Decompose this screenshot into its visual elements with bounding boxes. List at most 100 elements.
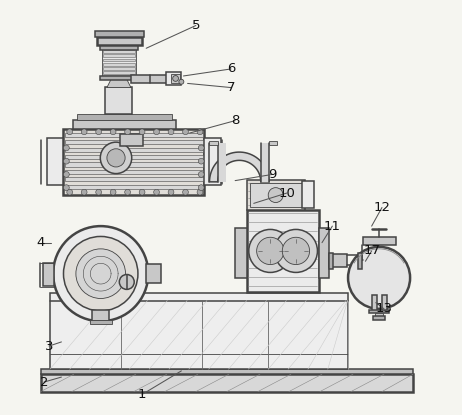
Bar [328,254,347,268]
Circle shape [107,149,125,167]
Bar [100,44,138,49]
Bar [373,316,385,320]
Bar [382,295,387,312]
Circle shape [198,145,204,151]
Circle shape [53,226,148,321]
Bar [369,310,389,313]
Polygon shape [107,79,131,88]
Bar [131,75,168,83]
Bar [319,228,329,278]
Text: 8: 8 [231,114,239,127]
Bar [103,63,135,66]
Circle shape [76,249,126,298]
Circle shape [96,189,102,195]
Bar [77,114,172,120]
Bar [235,228,247,278]
Bar [363,237,395,245]
Circle shape [154,189,159,195]
Circle shape [125,189,130,195]
Bar [247,210,319,292]
Circle shape [182,189,188,195]
Bar [65,162,203,166]
Text: 12: 12 [373,201,390,214]
Bar [103,71,135,74]
Bar [65,177,203,181]
Circle shape [63,158,69,164]
Circle shape [197,189,203,195]
Bar [261,144,269,182]
Bar [65,147,203,151]
Circle shape [198,158,204,164]
Bar [97,37,142,44]
Circle shape [67,129,73,135]
Circle shape [348,247,410,309]
Bar [65,155,203,159]
Bar [247,180,304,210]
Circle shape [182,129,188,135]
Circle shape [282,237,310,265]
Text: 5: 5 [192,19,200,32]
Polygon shape [209,152,269,182]
Bar [65,140,203,144]
Bar [103,67,135,70]
Circle shape [168,129,174,135]
Circle shape [63,171,69,177]
Bar [103,59,135,61]
Bar [103,54,135,57]
Circle shape [179,79,184,84]
Text: 7: 7 [227,81,235,94]
Circle shape [268,188,283,203]
Bar [302,181,314,208]
Bar [166,72,182,85]
Circle shape [63,237,138,311]
Text: 13: 13 [376,303,393,315]
Bar [209,142,218,146]
Text: 4: 4 [36,236,45,249]
Circle shape [139,129,145,135]
Bar [120,134,143,146]
Circle shape [168,189,174,195]
Bar [73,120,176,129]
Bar [41,374,413,392]
Bar [90,320,112,324]
Bar [47,139,63,185]
Bar [92,310,109,321]
Circle shape [198,171,204,177]
Circle shape [63,145,69,151]
Bar [204,139,221,185]
Circle shape [274,229,317,272]
Bar [146,264,161,283]
Circle shape [81,129,87,135]
Circle shape [154,129,159,135]
Circle shape [249,229,292,272]
Bar [43,264,55,286]
Bar [41,369,413,374]
Circle shape [125,129,130,135]
Bar [95,31,144,37]
Circle shape [110,129,116,135]
Circle shape [81,189,87,195]
Bar [249,183,302,208]
Circle shape [197,129,203,135]
Text: 9: 9 [268,168,277,181]
Bar [358,253,362,269]
Bar [171,74,180,83]
Bar [105,87,132,114]
Circle shape [96,129,102,135]
Circle shape [67,189,73,195]
Text: 17: 17 [363,244,380,257]
Text: 3: 3 [45,339,53,353]
Text: 6: 6 [227,62,235,76]
Bar [50,293,347,369]
Bar [100,76,138,80]
Circle shape [198,185,204,190]
Bar [371,295,377,312]
Bar [65,133,203,137]
Bar [65,170,203,174]
Circle shape [119,274,134,289]
Bar [375,313,383,317]
Circle shape [257,237,284,265]
Text: 10: 10 [279,186,295,200]
Text: 2: 2 [40,376,49,388]
Bar [63,129,204,195]
